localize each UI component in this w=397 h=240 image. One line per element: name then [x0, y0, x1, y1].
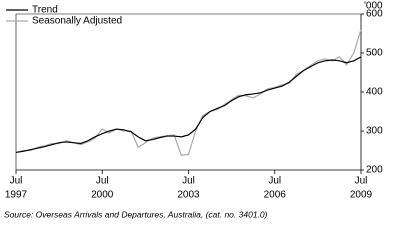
legend-label: Seasonally Adjusted — [32, 16, 122, 27]
x-tick-label: 2006 — [264, 190, 287, 201]
unit-label: '000 — [364, 1, 383, 12]
y-tick-label: 200 — [366, 165, 383, 176]
series-line — [15, 29, 362, 156]
x-tick-label: 2003 — [177, 190, 200, 201]
x-tick-label: Jul — [10, 176, 23, 187]
x-tick-label: Jul — [96, 176, 109, 187]
y-tick-label: 500 — [366, 48, 383, 59]
x-tick-label: Jul — [355, 176, 368, 187]
x-tick-label: 2009 — [350, 190, 373, 201]
y-tick-label: 400 — [366, 87, 383, 98]
y-tick-label: 600 — [366, 9, 383, 20]
y-tick-label: 300 — [366, 126, 383, 137]
source-note: Source: Overseas Arrivals and Departures… — [4, 209, 268, 219]
chart: '000 Source: Overseas Arrivals and Depar… — [4, 1, 383, 220]
x-tick-label: Jul — [268, 176, 281, 187]
x-tick-label: 1997 — [5, 190, 28, 201]
legend-label: Trend — [32, 5, 58, 16]
x-tick-label: 2000 — [91, 190, 114, 201]
x-tick-label: Jul — [182, 176, 195, 187]
series-line — [15, 56, 362, 154]
